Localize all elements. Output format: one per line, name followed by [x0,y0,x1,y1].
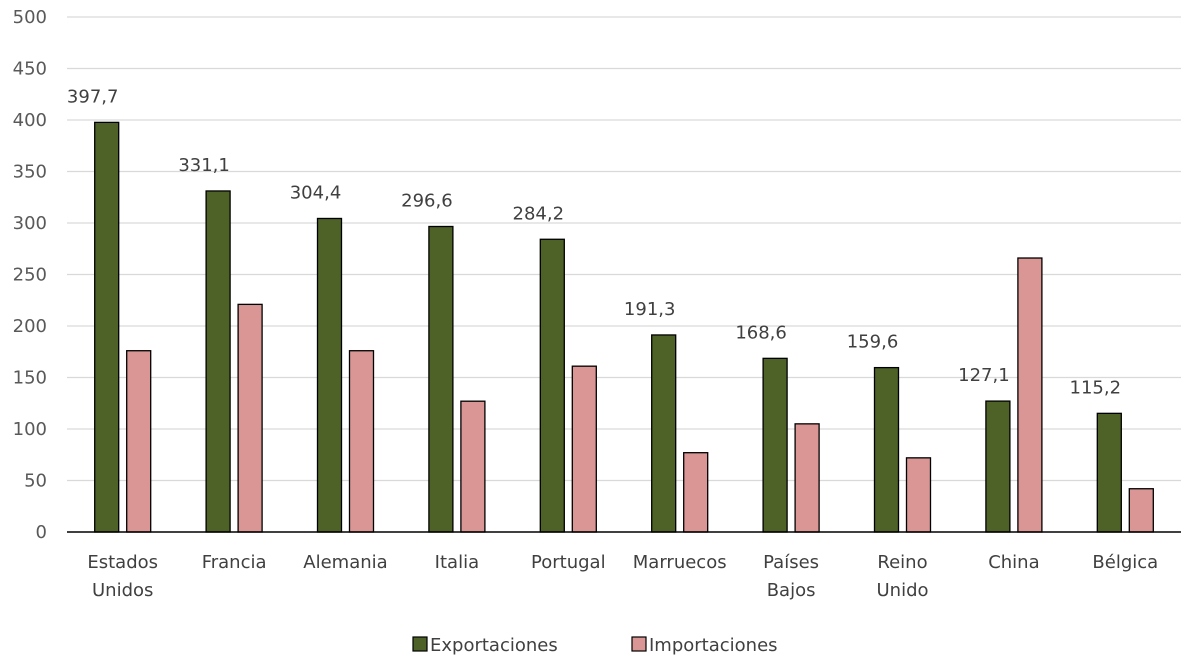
data-label: 127,1 [958,365,1010,386]
bar-importaciones [905,457,932,533]
y-tick-label: 400 [13,110,47,131]
y-tick-label: 450 [13,59,47,80]
data-label: 115,2 [1070,377,1122,398]
legend-label: Exportaciones [430,635,558,656]
y-tick-label: 150 [13,368,47,389]
x-tick-label: Reino [877,552,927,573]
data-label: 168,6 [735,322,787,343]
y-tick-label: 500 [13,7,47,28]
data-label: 284,2 [513,203,565,224]
x-tick-label: Países [763,552,819,573]
bar-importaciones [348,350,375,533]
data-label: 304,4 [290,182,342,203]
bar-importaciones [683,452,709,533]
y-tick-label: 100 [13,419,47,440]
data-label: 159,6 [847,332,899,353]
y-tick-label: 250 [13,265,47,286]
bar-exportaciones [873,366,900,533]
data-label: 296,6 [401,191,453,212]
x-tick-label: Portugal [531,552,606,573]
legend-swatch [631,636,647,652]
data-labels: 397,7 331,1 304,4 296,6 284,2 191,3 168,6 159,6… [67,86,1121,398]
bar-importaciones [1017,257,1043,533]
bar-exportaciones [205,190,231,533]
x-tick-label: Unidos [92,580,153,601]
x-tick-label: Unido [876,580,928,601]
x-tick-label: Estados [87,552,158,573]
bar-importaciones [794,423,820,533]
x-tick-label: Bélgica [1092,552,1158,573]
x-tick-label: Francia [202,552,267,573]
y-tick-label: 0 [36,522,47,543]
y-tick-label: 50 [24,471,47,492]
bar-exportaciones [1096,412,1122,533]
legend-label: Importaciones [649,635,778,656]
x-tick-label: China [988,552,1039,573]
bar-exportaciones [94,121,120,533]
bar-exportaciones [985,400,1011,533]
bar-importaciones [126,350,152,533]
legend-swatch [412,636,428,652]
x-tick-label: Italia [435,552,479,573]
x-tick-label: Alemania [303,552,387,573]
bar-exportaciones [539,238,565,533]
bar-exportaciones [428,225,454,533]
gridlines [67,16,1181,482]
bar-importaciones [237,303,263,533]
bar-importaciones [1128,488,1154,533]
bar-exportaciones [316,217,343,533]
y-axis: 0 50 100 150 200 250 300 350 400 450 500 [13,7,47,543]
x-axis: Estados Unidos Francia Alemania Italia Portug… [67,531,1181,601]
data-label: 331,1 [178,155,230,176]
data-label: 397,7 [67,86,119,107]
y-tick-label: 200 [13,316,47,337]
x-tick-label: Marruecos [633,552,727,573]
x-tick-label: Bajos [767,580,816,601]
bar-exportaciones [651,334,677,533]
bar-importaciones [460,400,486,533]
y-tick-label: 350 [13,162,47,183]
data-label: 191,3 [624,299,676,320]
y-tick-label: 300 [13,213,47,234]
bar-importaciones [571,365,597,533]
bar-exportaciones [762,357,788,533]
bars [94,121,1154,533]
legend: Exportaciones Importaciones [412,635,778,656]
